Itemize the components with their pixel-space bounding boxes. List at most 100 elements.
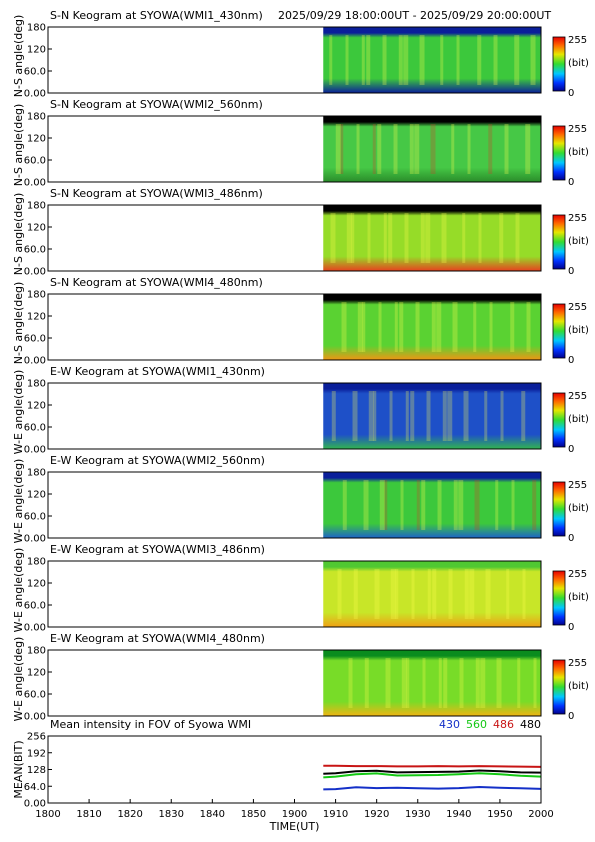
colorbar-unit-label: (bit): [568, 58, 589, 69]
keogram-panel: S-N Keogram at SYOWA(WMI3_486nm) N-S angl…: [12, 187, 589, 278]
series-line-480: [323, 769, 542, 775]
keogram-streak: [511, 480, 515, 530]
keogram-streak: [335, 124, 341, 174]
keogram-streak: [401, 658, 407, 708]
x-tick-label: 2000: [528, 809, 553, 820]
keogram-panel: E-W Keogram at SYOWA(WMI4_480nm) W-E angl…: [12, 632, 589, 723]
keogram-streak: [467, 124, 471, 174]
y-tick-label: 180: [27, 379, 46, 390]
keogram-panel: E-W Keogram at SYOWA(WMI2_560nm) W-E angl…: [12, 454, 589, 545]
colorbar-min-label: 0: [568, 266, 574, 277]
keogram-streak: [409, 124, 414, 174]
series-line-560: [323, 772, 542, 779]
keogram-streak: [390, 569, 396, 619]
keogram-streak: [411, 569, 415, 619]
keogram-streak: [504, 124, 509, 174]
y-tick-label: 0.00: [24, 267, 46, 278]
plot-frame: [47, 649, 542, 717]
keogram-streak: [383, 213, 387, 263]
keogram-image: [323, 472, 541, 538]
keogram-streak: [405, 391, 409, 441]
keogram-streak: [499, 213, 504, 263]
keogram-streak: [346, 213, 352, 263]
colorbar-unit-label: (bit): [568, 681, 589, 692]
panel-title: S-N Keogram at SYOWA(WMI1_430nm): [50, 9, 263, 22]
keogram-streak: [480, 658, 486, 708]
x-tick-label: 1900: [282, 809, 307, 820]
keogram-streak: [496, 658, 502, 708]
keogram-panel: S-N Keogram at SYOWA(WMI4_480nm) N-S angl…: [12, 276, 589, 367]
y-tick-label: 120: [27, 134, 46, 145]
keogram-streak: [393, 124, 398, 174]
keogram-streak: [337, 569, 342, 619]
keogram-streak: [425, 213, 431, 263]
keogram-streak: [406, 658, 410, 708]
y-tick-label: 128: [27, 765, 46, 776]
keogram-streak: [399, 302, 404, 352]
x-tick-label: 1840: [200, 809, 225, 820]
keogram-image: [323, 650, 541, 716]
panel-title: E-W Keogram at SYOWA(WMI3_486nm): [50, 543, 265, 556]
y-tick-label: 60.0: [24, 512, 46, 523]
keogram-streak: [517, 658, 521, 708]
keogram-streak: [438, 658, 442, 708]
y-tick-label: 0.00: [24, 712, 46, 723]
keogram-streak: [432, 569, 437, 619]
keogram-streak: [377, 124, 382, 174]
y-tick-label: 120: [27, 45, 46, 56]
y-tick-label: 120: [27, 312, 46, 323]
colorbar-unit-label: (bit): [568, 592, 589, 603]
colorbar-max-label: 255: [568, 391, 587, 402]
colorbar: [552, 392, 566, 448]
keogram-streak: [404, 213, 409, 263]
keogram-streak: [436, 302, 442, 352]
colorbar-max-label: 255: [568, 302, 587, 313]
keogram-streak: [410, 391, 415, 441]
keogram-image: [323, 383, 541, 449]
series-line-430: [323, 785, 542, 791]
colorbar: [552, 214, 566, 270]
keogram-streak: [443, 658, 448, 708]
y-axis-label: W-E angle(deg): [12, 459, 25, 544]
legend-entry-486: 486: [493, 718, 514, 731]
keogram-streak: [341, 302, 347, 352]
keogram-streak: [451, 124, 455, 174]
panel-title: E-W Keogram at SYOWA(WMI1_430nm): [50, 365, 265, 378]
keogram-panel: S-N Keogram at SYOWA(WMI1_430nm) N-S angl…: [12, 9, 589, 100]
colorbar-min-label: 0: [568, 355, 574, 366]
keogram-streak: [521, 391, 526, 441]
colorbar: [552, 303, 566, 359]
keogram-streak: [356, 124, 360, 174]
y-tick-label: 180: [27, 112, 46, 123]
keogram-streak: [463, 391, 469, 441]
keogram-streak: [427, 569, 431, 619]
y-axis-label: MEAN(BIT): [12, 740, 25, 798]
keogram-streak: [329, 35, 333, 85]
keogram-streak: [515, 213, 520, 263]
keogram-streak: [388, 213, 393, 263]
colorbar-max-label: 255: [568, 124, 587, 135]
keogram-streak: [385, 658, 391, 708]
y-tick-label: 180: [27, 290, 46, 301]
y-tick-label: 60.0: [24, 334, 46, 345]
keogram-streak: [342, 480, 347, 530]
keogram-streak: [420, 213, 425, 263]
colorbar-unit-label: (bit): [568, 414, 589, 425]
keogram-streak: [378, 302, 382, 352]
colorbar: [552, 125, 566, 181]
keogram-streak: [357, 302, 363, 352]
keogram-streak: [398, 35, 403, 85]
legend-entry-430: 430: [439, 718, 460, 731]
y-axis-label: W-E angle(deg): [12, 637, 25, 722]
keogram-streak: [364, 658, 369, 708]
y-tick-label: 120: [27, 579, 46, 590]
panel-title: S-N Keogram at SYOWA(WMI4_480nm): [50, 276, 263, 289]
keogram-panel: E-W Keogram at SYOWA(WMI1_430nm) W-E angl…: [12, 365, 589, 456]
keogram-streak: [464, 569, 469, 619]
keogram-streak: [493, 35, 498, 85]
keogram-streak: [530, 35, 536, 85]
y-tick-label: 60.0: [24, 245, 46, 256]
x-tick-label: 1800: [35, 809, 60, 820]
keogram-streak: [522, 569, 526, 619]
y-tick-label: 120: [27, 223, 46, 234]
